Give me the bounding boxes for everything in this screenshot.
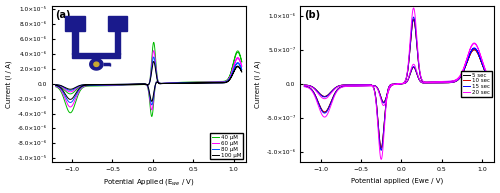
80 μM bbox=[149, 104, 155, 106]
60 μM bbox=[53, 85, 59, 87]
10 sec bbox=[308, 85, 314, 88]
60 μM bbox=[60, 86, 66, 89]
80 μM bbox=[95, 84, 101, 86]
60 μM bbox=[212, 81, 218, 83]
80 μM bbox=[118, 84, 124, 86]
15 sec bbox=[444, 80, 450, 83]
20 sec bbox=[366, 85, 372, 87]
40 μM bbox=[196, 81, 202, 83]
60 μM bbox=[95, 84, 101, 87]
X-axis label: Potential applied (Ewe / V): Potential applied (Ewe / V) bbox=[352, 177, 444, 184]
60 μM bbox=[149, 109, 155, 111]
60 μM bbox=[196, 81, 202, 83]
5 sec bbox=[308, 85, 314, 88]
Text: (a): (a) bbox=[56, 10, 71, 20]
Y-axis label: Current (I / A): Current (I / A) bbox=[6, 60, 12, 108]
5 sec bbox=[410, 18, 416, 20]
100 μM bbox=[150, 60, 156, 63]
20 sec bbox=[444, 80, 450, 82]
20 sec bbox=[302, 84, 308, 86]
5 sec bbox=[366, 84, 372, 87]
80 μM bbox=[100, 83, 106, 86]
80 μM bbox=[150, 56, 156, 58]
Text: (b): (b) bbox=[304, 10, 320, 20]
5 sec bbox=[344, 85, 350, 87]
100 μM bbox=[196, 82, 202, 84]
Line: 5 sec: 5 sec bbox=[304, 19, 490, 148]
20 sec bbox=[460, 68, 466, 70]
20 sec bbox=[348, 84, 354, 86]
15 sec bbox=[348, 84, 354, 86]
15 sec bbox=[344, 85, 350, 87]
15 sec bbox=[302, 84, 308, 86]
10 sec bbox=[460, 70, 466, 72]
10 sec bbox=[344, 85, 350, 87]
5 sec bbox=[444, 80, 450, 83]
15 sec bbox=[410, 16, 416, 18]
100 μM bbox=[100, 83, 106, 86]
40 μM bbox=[53, 85, 59, 88]
40 μM bbox=[149, 115, 155, 118]
Line: 20 sec: 20 sec bbox=[304, 8, 490, 159]
60 μM bbox=[118, 84, 124, 86]
40 μM bbox=[60, 87, 66, 90]
100 μM bbox=[212, 81, 218, 84]
40 μM bbox=[95, 85, 101, 87]
20 sec bbox=[378, 158, 384, 161]
20 sec bbox=[308, 86, 314, 88]
10 sec bbox=[378, 147, 384, 149]
10 sec bbox=[444, 80, 450, 83]
60 μM bbox=[53, 84, 59, 86]
80 μM bbox=[212, 81, 218, 84]
Line: 80 μM: 80 μM bbox=[56, 57, 242, 105]
40 μM bbox=[118, 84, 124, 87]
15 sec bbox=[366, 85, 372, 87]
40 μM bbox=[212, 80, 218, 83]
Legend: 5 sec, 10 sec, 15 sec, 20 sec: 5 sec, 10 sec, 15 sec, 20 sec bbox=[462, 71, 492, 97]
100 μM bbox=[149, 100, 155, 102]
Legend: 40 μM, 60 μM, 80 μM, 100 μM: 40 μM, 60 μM, 80 μM, 100 μM bbox=[210, 133, 243, 159]
10 sec bbox=[302, 84, 308, 86]
5 sec bbox=[302, 84, 308, 86]
5 sec bbox=[302, 85, 308, 87]
15 sec bbox=[308, 85, 314, 88]
Line: 100 μM: 100 μM bbox=[56, 61, 242, 101]
20 sec bbox=[302, 85, 308, 88]
40 μM bbox=[53, 84, 59, 87]
100 μM bbox=[118, 84, 124, 86]
15 sec bbox=[460, 69, 466, 72]
60 μM bbox=[100, 84, 106, 86]
10 sec bbox=[348, 84, 354, 86]
10 sec bbox=[410, 18, 416, 20]
20 sec bbox=[344, 85, 350, 88]
15 sec bbox=[302, 85, 308, 88]
100 μM bbox=[60, 85, 66, 87]
80 μM bbox=[53, 85, 59, 87]
80 μM bbox=[60, 85, 66, 88]
5 sec bbox=[348, 84, 354, 86]
Line: 10 sec: 10 sec bbox=[304, 19, 490, 148]
Line: 40 μM: 40 μM bbox=[56, 42, 242, 116]
80 μM bbox=[53, 84, 59, 86]
5 sec bbox=[460, 70, 466, 72]
100 μM bbox=[53, 84, 59, 86]
100 μM bbox=[53, 84, 59, 86]
20 sec bbox=[410, 7, 416, 9]
X-axis label: Potential Applied (E$_{we}$ / V): Potential Applied (E$_{we}$ / V) bbox=[103, 177, 194, 187]
15 sec bbox=[378, 149, 384, 152]
60 μM bbox=[150, 49, 156, 52]
Line: 60 μM: 60 μM bbox=[56, 51, 242, 110]
100 μM bbox=[95, 84, 101, 86]
40 μM bbox=[100, 84, 106, 86]
Y-axis label: Current (I / A): Current (I / A) bbox=[254, 60, 260, 108]
80 μM bbox=[196, 81, 202, 84]
5 sec bbox=[378, 147, 384, 149]
10 sec bbox=[302, 85, 308, 87]
Line: 15 sec: 15 sec bbox=[304, 17, 490, 150]
10 sec bbox=[366, 84, 372, 87]
40 μM bbox=[150, 41, 156, 43]
